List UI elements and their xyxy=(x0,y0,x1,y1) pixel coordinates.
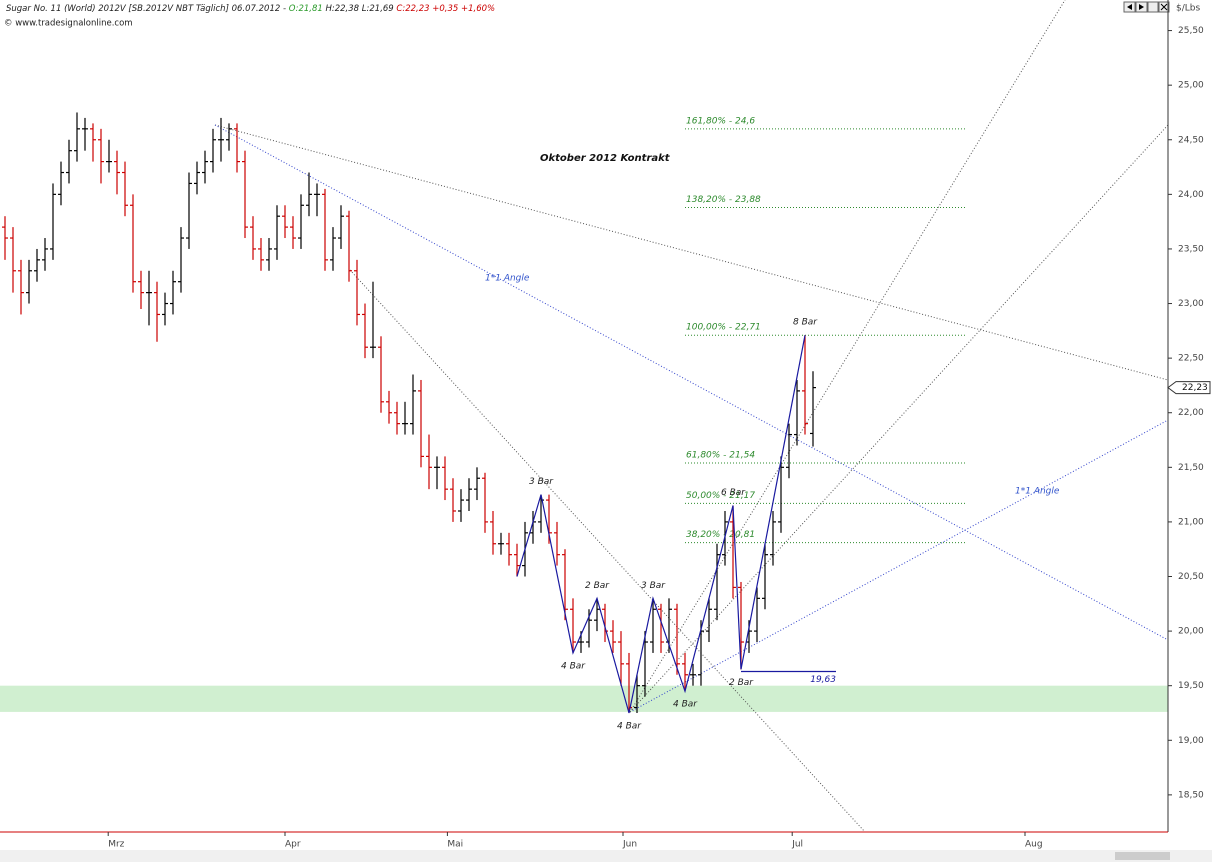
zigzag-label: 4 Bar xyxy=(673,700,698,710)
zigzag-label: 6 Bar xyxy=(721,488,746,498)
fib-label: 161,80% - 24,6 xyxy=(686,116,755,126)
icon xyxy=(1160,3,1168,11)
zigzag-label: 3 Bar xyxy=(641,581,666,591)
source: © www.tradesignalonline.com xyxy=(4,19,133,29)
price-tag xyxy=(1167,381,1211,395)
scroll-thumb[interactable] xyxy=(1115,852,1170,860)
fib-label: 100,00% - 22,71 xyxy=(686,323,761,333)
y-tick-label: 23,50 xyxy=(1178,244,1204,254)
icon xyxy=(1139,4,1144,10)
angle-line xyxy=(629,419,1169,713)
y-tick-label: 20,50 xyxy=(1178,572,1204,582)
y-tick-label: 25,50 xyxy=(1178,26,1204,36)
fib-label: 50,00% - 21,17 xyxy=(686,491,755,501)
zigzag-label: 4 Bar xyxy=(561,661,586,671)
y-tick-label: 24,00 xyxy=(1178,190,1204,200)
header-open: O:21,81 xyxy=(289,4,323,14)
scrollbar[interactable] xyxy=(0,850,1212,862)
header: Sugar No. 11 (World) 2012V [SB.2012V NBT… xyxy=(6,4,495,14)
y-tick-label: 21,50 xyxy=(1178,463,1204,473)
annotation: 1*1 Angle xyxy=(485,274,530,284)
y-tick-label: 25,00 xyxy=(1178,81,1204,91)
header-close: C:22,23 +0,35 +1,60% xyxy=(396,4,495,14)
trend-line xyxy=(349,269,866,833)
trend-line xyxy=(629,0,1066,713)
fib-label: 38,20% - 20,81 xyxy=(686,530,755,540)
zigzag-label: 8 Bar xyxy=(793,318,818,328)
subtitle: Oktober 2012 Kontrakt xyxy=(540,153,671,164)
zigzag xyxy=(516,335,806,714)
header-title: Sugar No. 11 (World) 2012V [SB.2012V NBT… xyxy=(6,4,289,14)
trend-line xyxy=(214,124,1169,381)
y-tick-label: 22,00 xyxy=(1178,408,1204,418)
fib-label: 138,20% - 23,88 xyxy=(686,195,761,205)
price-tag-label: 22,23 xyxy=(1182,383,1208,393)
y-tick-label: 20,00 xyxy=(1178,627,1204,637)
icon xyxy=(1127,4,1132,10)
y-tick-label: 22,50 xyxy=(1178,354,1204,364)
unit: $/Lbs xyxy=(1176,4,1200,14)
x-tick-label: Jun xyxy=(622,840,637,850)
trend-line xyxy=(629,124,1169,713)
annotation: 1*1 Angle xyxy=(1015,487,1060,497)
zigzag-label: 2 Bar xyxy=(729,678,754,688)
zigzag-label: 2 Bar xyxy=(585,581,610,591)
y-tick-label: 19,00 xyxy=(1178,736,1204,746)
y-tick-label: 23,00 xyxy=(1178,299,1204,309)
x-tick-label: Apr xyxy=(285,840,301,850)
header-high-low: H:22,38 L:21,69 xyxy=(323,4,397,14)
angle-line xyxy=(214,124,1169,641)
fib-label: 61,80% - 21,54 xyxy=(686,450,755,460)
x-tick-label: Aug xyxy=(1025,840,1043,850)
x-tick-label: Jul xyxy=(791,840,803,850)
toolbar xyxy=(1123,1,1170,13)
y-tick-label: 18,50 xyxy=(1178,790,1204,800)
zigzag-label: 4 Bar xyxy=(617,721,642,731)
y-tick-label: 24,50 xyxy=(1178,135,1204,145)
zigzag-label: 3 Bar xyxy=(529,477,554,487)
y-tick-label: 21,00 xyxy=(1178,517,1204,527)
button-restore[interactable] xyxy=(1147,1,1159,13)
support-zone xyxy=(0,685,1168,712)
low-label: 19,63 xyxy=(810,675,836,685)
y-tick-label: 19,50 xyxy=(1178,681,1204,691)
x-tick-label: Mai xyxy=(447,840,463,850)
x-tick-label: Mrz xyxy=(108,840,124,850)
